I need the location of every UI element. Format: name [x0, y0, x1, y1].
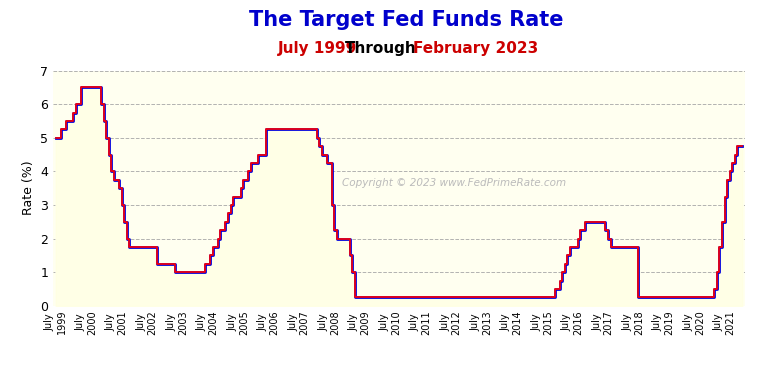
- Text: Copyright © 2023 www.FedPrimeRate.com: Copyright © 2023 www.FedPrimeRate.com: [342, 178, 566, 189]
- Text: July 1999: July 1999: [277, 41, 356, 56]
- Text: The Target Fed Funds Rate: The Target Fed Funds Rate: [249, 10, 564, 30]
- Text: July 1999   Through   February 2023: July 1999 Through February 2023: [253, 41, 560, 56]
- Y-axis label: Rate (%): Rate (%): [22, 161, 35, 216]
- Text: February 2023: February 2023: [413, 41, 538, 56]
- Text: Through: Through: [345, 41, 416, 56]
